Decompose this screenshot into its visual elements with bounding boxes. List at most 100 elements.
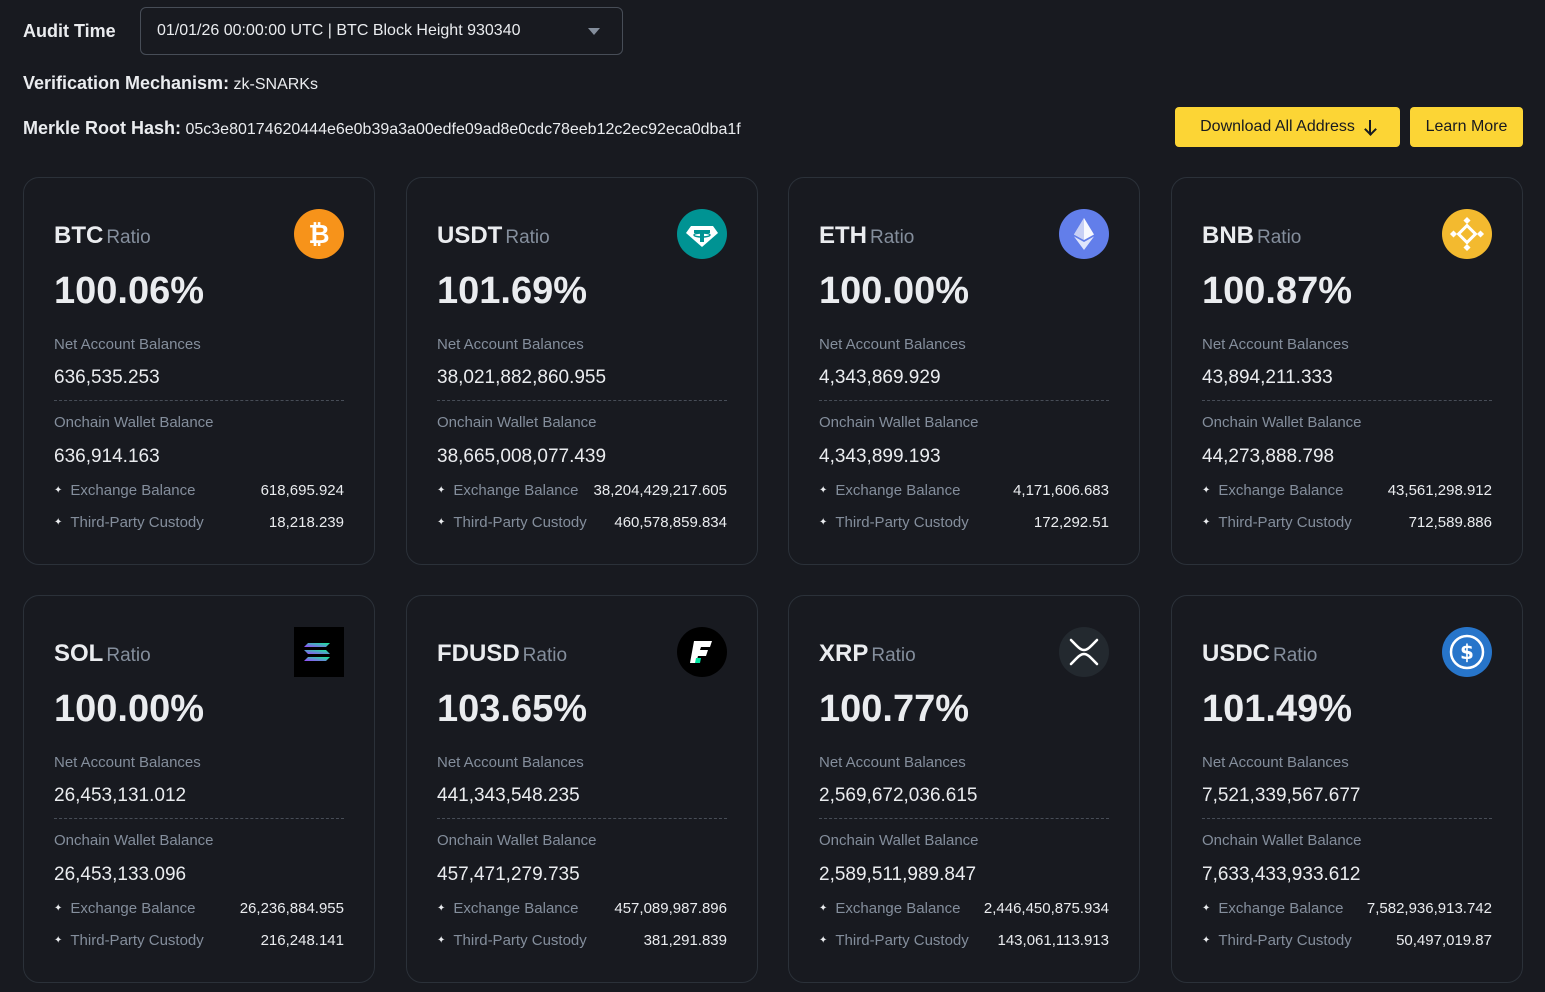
exchange-balance-value: 4,171,606.683 [1013, 482, 1109, 499]
net-balance-label: Net Account Balances [54, 754, 201, 771]
download-all-address-button[interactable]: Download All Address [1175, 107, 1400, 147]
coin-title: BNB Ratio [1202, 222, 1301, 250]
coin-title: BTC Ratio [54, 222, 151, 250]
coin-symbol: BTC [54, 222, 104, 249]
net-balance-label: Net Account Balances [819, 754, 966, 771]
onchain-balance-value: 636,914.163 [54, 446, 160, 467]
coin-symbol: SOL [54, 640, 104, 667]
net-balance-label: Net Account Balances [1202, 754, 1349, 771]
bitcoin-icon: ₿ [294, 209, 344, 259]
exchange-balance-row: Exchange Balance 4,171,606.683 [819, 482, 1109, 499]
custody-balance-label: Third-Party Custody [1202, 932, 1351, 949]
custody-balance-value: 712,589.886 [1408, 514, 1492, 531]
exchange-balance-label: Exchange Balance [54, 482, 195, 499]
custody-balance-row: Third-Party Custody 460,578,859.834 [437, 514, 727, 531]
net-balance-label: Net Account Balances [819, 336, 966, 353]
divider [54, 400, 344, 401]
onchain-balance-value: 2,589,511,989.847 [819, 864, 977, 885]
net-balance-value: 38,021,882,860.955 [437, 367, 607, 388]
net-balance-label: Net Account Balances [437, 336, 584, 353]
merkle-root-hash: Merkle Root Hash: 05c3e80174620444e6e0b3… [23, 118, 741, 139]
custody-balance-label: Third-Party Custody [437, 932, 586, 949]
onchain-balance-label: Onchain Wallet Balance [54, 832, 214, 849]
svg-text:₿: ₿ [308, 220, 329, 250]
audit-time-row: Audit Time 01/01/26 00:00:00 UTC | BTC B… [23, 6, 623, 56]
exchange-balance-row: Exchange Balance 7,582,936,913.742 [1202, 900, 1492, 917]
coin-card-xrp: XRP Ratio 100.77% Net Account Balances 2,569… [788, 595, 1140, 983]
learn-more-button[interactable]: Learn More [1410, 107, 1523, 147]
divider [1202, 400, 1492, 401]
exchange-balance-value: 2,446,450,875.934 [983, 900, 1109, 917]
ratio-label: Ratio [106, 645, 151, 666]
net-balance-label: Net Account Balances [1202, 336, 1349, 353]
reserve-ratio: 100.77% [819, 688, 970, 730]
divider [1202, 818, 1492, 819]
onchain-balance-label: Onchain Wallet Balance [819, 832, 979, 849]
exchange-balance-row: Exchange Balance 618,695.924 [54, 482, 344, 499]
coin-card-btc: BTC Ratio ₿ 100.06% Net Account Balances 636,… [23, 177, 375, 565]
net-balance-value: 2,569,672,036.615 [819, 785, 978, 806]
custody-balance-label: Third-Party Custody [1202, 514, 1351, 531]
ratio-label: Ratio [871, 645, 916, 666]
exchange-balance-label: Exchange Balance [1202, 482, 1343, 499]
ratio-label: Ratio [1273, 645, 1318, 666]
net-balance-value: 43,894,211.333 [1202, 367, 1333, 388]
custody-balance-value: 143,061,113.913 [997, 932, 1110, 949]
reserve-ratio: 100.00% [54, 688, 205, 730]
verification-value: zk-SNARKs [233, 76, 318, 93]
svg-text:$: $ [1460, 640, 1474, 664]
coin-symbol: BNB [1202, 222, 1254, 249]
divider [819, 818, 1109, 819]
onchain-balance-label: Onchain Wallet Balance [54, 414, 214, 431]
download-label: Download All Address [1200, 118, 1355, 135]
onchain-balance-value: 7,633,433,933.612 [1202, 864, 1361, 885]
exchange-balance-value: 38,204,429,217.605 [593, 482, 727, 499]
exchange-balance-row: Exchange Balance 43,561,298.912 [1202, 482, 1492, 499]
tether-icon [677, 209, 727, 259]
coin-card-eth: ETH Ratio 100.00% Net Account Balances 4,343… [788, 177, 1140, 565]
fdusd-icon [677, 627, 727, 677]
divider [437, 400, 727, 401]
coin-symbol: USDT [437, 222, 503, 249]
exchange-balance-value: 457,089,987.896 [614, 900, 727, 917]
net-balance-label: Net Account Balances [54, 336, 201, 353]
ratio-label: Ratio [505, 227, 550, 248]
reserve-ratio: 103.65% [437, 688, 588, 730]
custody-balance-label: Third-Party Custody [819, 514, 968, 531]
verification-mechanism: Verification Mechanism: zk-SNARKs [23, 73, 318, 94]
custody-balance-row: Third-Party Custody 18,218.239 [54, 514, 344, 531]
custody-balance-label: Third-Party Custody [819, 932, 968, 949]
reserve-ratio: 100.00% [819, 270, 970, 312]
onchain-balance-value: 38,665,008,077.439 [437, 446, 607, 467]
coin-symbol: USDC [1202, 640, 1271, 667]
audit-time-value: 01/01/26 00:00:00 UTC | BTC Block Height… [157, 22, 521, 39]
custody-balance-value: 381,291.839 [643, 932, 727, 949]
custody-balance-value: 460,578,859.834 [614, 514, 727, 531]
coin-symbol: XRP [819, 640, 869, 667]
coin-title: XRP Ratio [819, 640, 916, 668]
coin-title: SOL Ratio [54, 640, 151, 668]
audit-time-select[interactable]: 01/01/26 00:00:00 UTC | BTC Block Height… [140, 7, 623, 55]
exchange-balance-value: 7,582,936,913.742 [1366, 900, 1492, 917]
verification-label: Verification Mechanism: [23, 73, 230, 93]
custody-balance-row: Third-Party Custody 50,497,019.87 [1202, 932, 1492, 949]
exchange-balance-label: Exchange Balance [437, 482, 578, 499]
onchain-balance-label: Onchain Wallet Balance [437, 832, 597, 849]
reserve-ratio: 100.87% [1202, 270, 1353, 312]
exchange-balance-row: Exchange Balance 38,204,429,217.605 [437, 482, 727, 499]
exchange-balance-label: Exchange Balance [54, 900, 195, 917]
caret-down-icon [588, 27, 600, 35]
net-balance-value: 4,343,869.929 [819, 367, 941, 388]
coin-card-usdt: USDT Ratio 101.69% Net Account Balances 38,0… [406, 177, 758, 565]
ratio-label: Ratio [1257, 227, 1302, 248]
divider [437, 818, 727, 819]
reserve-ratio: 100.06% [54, 270, 205, 312]
coin-symbol: ETH [819, 222, 867, 249]
custody-balance-value: 50,497,019.87 [1396, 932, 1492, 949]
onchain-balance-label: Onchain Wallet Balance [819, 414, 979, 431]
coin-title: FDUSD Ratio [437, 640, 567, 668]
onchain-balance-value: 26,453,133.096 [54, 864, 187, 885]
exchange-balance-row: Exchange Balance 26,236,884.955 [54, 900, 344, 917]
net-balance-value: 636,535.253 [54, 367, 160, 388]
ratio-label: Ratio [106, 227, 151, 248]
